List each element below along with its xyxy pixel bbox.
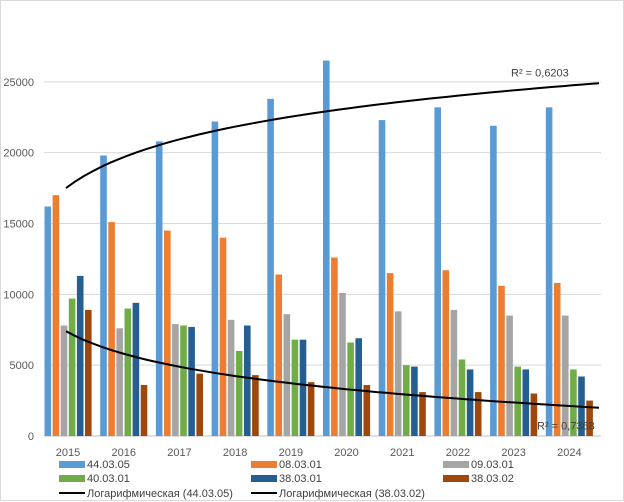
bar-09.03.01-2021 bbox=[394, 311, 402, 436]
bar-09.03.01-2015 bbox=[60, 325, 68, 436]
x-tick-label: 2021 bbox=[390, 447, 414, 459]
bar-40.03.01-2015 bbox=[68, 298, 76, 436]
bar-38.03.02-2016 bbox=[140, 385, 148, 436]
legend-entry: 38.03.01 bbox=[279, 473, 322, 485]
bar-44.03.05-2017 bbox=[155, 141, 163, 437]
bar-44.03.05-2016 bbox=[100, 155, 107, 436]
y-tick-label: 0 bbox=[28, 431, 34, 443]
bar-08.03.01-2021 bbox=[386, 273, 394, 436]
legend-swatch bbox=[251, 475, 277, 482]
legend-entry: Логарифмическая (38.03.02) bbox=[279, 488, 425, 500]
y-axis-ticks: 0 5000 10000 15000 20000 25000 bbox=[3, 77, 34, 443]
legend-entry: 08.03.01 bbox=[279, 459, 322, 471]
bar-40.03.01-2021 bbox=[403, 365, 410, 436]
bar-38.03.01-2018 bbox=[244, 325, 251, 436]
bar-38.03.01-2016 bbox=[132, 302, 140, 436]
bar-40.03.01-2022 bbox=[458, 359, 466, 436]
x-tick-label: 2020 bbox=[334, 447, 358, 459]
legend-swatch bbox=[59, 475, 85, 482]
bar-40.03.01-2017 bbox=[180, 325, 187, 436]
bar-08.03.01-2024 bbox=[553, 283, 561, 436]
bar-09.03.01-2017 bbox=[172, 324, 179, 436]
r2-label: R² = 0,6203 bbox=[511, 67, 569, 79]
bar-44.03.05-2015 bbox=[44, 206, 52, 436]
legend-entry: Логарифмическая (44.03.05) bbox=[87, 488, 233, 500]
legend-entry: 40.03.01 bbox=[87, 473, 130, 485]
bar-09.03.01-2018 bbox=[227, 319, 235, 436]
bar-09.03.01-2020 bbox=[339, 292, 346, 436]
bar-08.03.01-2017 bbox=[164, 230, 171, 436]
trendlines: R² = 0,6203 R² = 0,7368 bbox=[65, 67, 600, 433]
bar-09.03.01-2024 bbox=[562, 315, 569, 436]
bar-08.03.01-2019 bbox=[275, 274, 282, 436]
x-tick-label: 2017 bbox=[167, 447, 191, 459]
y-tick-label: 5000 bbox=[10, 360, 34, 372]
bar-44.03.05-2023 bbox=[490, 125, 497, 436]
legend-entry: 44.03.05 bbox=[87, 459, 130, 471]
bar-44.03.05-2022 bbox=[434, 107, 441, 436]
bar-38.03.02-2015 bbox=[85, 309, 92, 436]
bar-38.03.01-2015 bbox=[76, 275, 84, 436]
x-tick-label: 2015 bbox=[56, 447, 80, 459]
bar-38.03.02-2017 bbox=[196, 373, 203, 436]
y-tick-label: 25000 bbox=[3, 77, 34, 89]
y-tick-label: 15000 bbox=[3, 219, 34, 231]
bar-09.03.01-2023 bbox=[506, 315, 513, 436]
legend-swatch bbox=[251, 461, 277, 468]
bar-38.03.02-2023 bbox=[530, 393, 538, 436]
bar-40.03.01-2019 bbox=[291, 339, 299, 436]
bar-44.03.05-2020 bbox=[323, 60, 330, 436]
x-tick-label: 2018 bbox=[223, 447, 247, 459]
bar-08.03.01-2022 bbox=[442, 270, 450, 436]
legend: 44.03.05 08.03.01 09.03.01 40.03.01 38.03.01… bbox=[59, 459, 514, 500]
bar-38.03.01-2019 bbox=[299, 339, 307, 436]
legend-swatch bbox=[443, 475, 469, 482]
r2-label: R² = 0,7368 bbox=[537, 421, 595, 433]
x-tick-label: 2024 bbox=[557, 447, 581, 459]
bar-38.03.01-2017 bbox=[188, 326, 195, 436]
x-tick-label: 2022 bbox=[446, 447, 470, 459]
bar-44.03.05-2018 bbox=[211, 121, 219, 436]
trendline-44.03.05 bbox=[65, 82, 600, 189]
trendline-38.03.02 bbox=[65, 330, 600, 409]
bar-09.03.01-2016 bbox=[116, 328, 123, 436]
bar-38.03.02-2021 bbox=[419, 392, 426, 436]
bar-44.03.05-2019 bbox=[267, 98, 274, 436]
bar-40.03.01-2024 bbox=[570, 369, 577, 436]
bar-40.03.01-2016 bbox=[124, 308, 132, 436]
y-tick-label: 20000 bbox=[3, 148, 34, 160]
bar-40.03.01-2023 bbox=[514, 366, 521, 436]
bar-38.03.02-2020 bbox=[363, 385, 371, 436]
legend-entry: 38.03.02 bbox=[471, 473, 514, 485]
legend-swatch bbox=[443, 461, 469, 468]
bar-09.03.01-2022 bbox=[450, 309, 458, 436]
x-tick-label: 2023 bbox=[501, 447, 525, 459]
x-tick-label: 2016 bbox=[112, 447, 136, 459]
bar-38.03.01-2021 bbox=[411, 366, 418, 436]
bar-38.03.02-2024 bbox=[586, 400, 593, 436]
bar-08.03.01-2018 bbox=[219, 237, 227, 436]
bars bbox=[44, 60, 593, 437]
y-tick-label: 10000 bbox=[3, 289, 34, 301]
legend-swatch bbox=[59, 461, 85, 468]
bar-38.03.02-2022 bbox=[474, 392, 482, 436]
x-tick-label: 2019 bbox=[279, 447, 303, 459]
bar-44.03.05-2021 bbox=[378, 120, 386, 436]
bar-38.03.01-2022 bbox=[466, 369, 474, 436]
bar-38.03.01-2020 bbox=[355, 338, 362, 436]
legend-entry: 09.03.01 bbox=[471, 459, 514, 471]
x-axis-ticks: 2015 2016 2017 2018 2019 2020 2021 2022 2023 2024 bbox=[56, 447, 582, 459]
bar-40.03.01-2018 bbox=[235, 351, 243, 436]
bar-08.03.01-2016 bbox=[108, 222, 115, 436]
bar-08.03.01-2023 bbox=[498, 285, 505, 436]
bar-44.03.05-2024 bbox=[545, 107, 553, 436]
bar-08.03.01-2020 bbox=[331, 257, 338, 436]
bar-38.03.02-2018 bbox=[252, 375, 259, 436]
bar-09.03.01-2019 bbox=[283, 314, 291, 436]
bar-38.03.02-2019 bbox=[307, 382, 315, 436]
bar-08.03.01-2015 bbox=[52, 195, 60, 436]
